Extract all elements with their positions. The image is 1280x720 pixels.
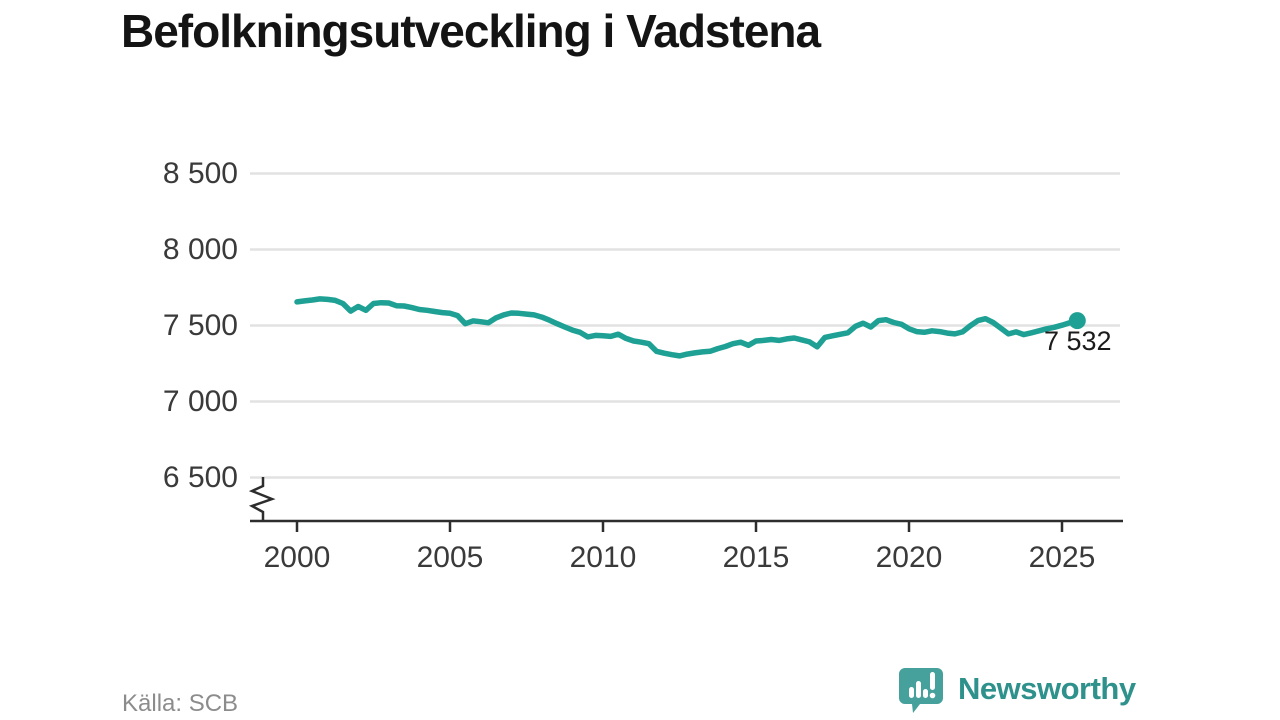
x-axis-label: 2010: [569, 541, 637, 574]
last-point-marker: [1068, 312, 1086, 330]
x-axis-label: 2020: [875, 541, 943, 574]
newsworthy-logo: Newsworthy: [898, 664, 1136, 714]
page-title: Befolkningsutveckling i Vadstena: [121, 5, 821, 57]
x-axis-label: 2000: [263, 541, 331, 574]
last-value-label: 7 532: [1044, 326, 1112, 356]
brand-wordmark: Newsworthy: [958, 671, 1136, 706]
y-axis-label: 8 500: [162, 156, 238, 190]
population-line: [294, 296, 1081, 359]
y-axis-label: 7 000: [162, 384, 238, 418]
source-label: Källa: SCB: [122, 690, 239, 717]
y-axis-break: [248, 477, 276, 520]
y-axis-label: 7 500: [162, 308, 238, 342]
y-axis-label: 8 000: [162, 232, 238, 266]
x-axis-label: 2005: [416, 541, 484, 574]
newsworthy-bubble-icon: [899, 668, 943, 713]
x-axis-label: 2025: [1028, 541, 1096, 574]
x-axis-label: 2015: [722, 541, 790, 574]
y-axis-label: 6 500: [162, 460, 238, 494]
